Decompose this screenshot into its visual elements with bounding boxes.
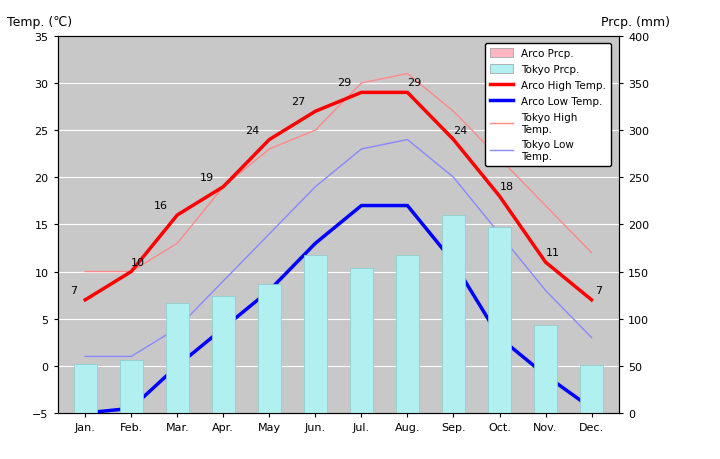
- Text: 29: 29: [338, 78, 352, 88]
- Bar: [258, 284, 281, 413]
- Text: Prcp. (mm): Prcp. (mm): [600, 16, 670, 29]
- Bar: [304, 255, 327, 413]
- Text: 27: 27: [292, 97, 306, 107]
- Text: 16: 16: [153, 201, 168, 211]
- Text: 7: 7: [71, 285, 78, 295]
- Text: 19: 19: [199, 173, 214, 182]
- Text: Temp. (℃): Temp. (℃): [7, 16, 72, 29]
- Bar: [580, 365, 603, 413]
- Text: 24: 24: [246, 125, 260, 135]
- Text: 29: 29: [408, 78, 421, 88]
- Bar: [120, 360, 143, 413]
- Legend: Arco Prcp., Tokyo Prcp., Arco High Temp., Arco Low Temp., Tokyo High
Temp., Toky: Arco Prcp., Tokyo Prcp., Arco High Temp.…: [485, 44, 611, 167]
- Text: 11: 11: [546, 248, 559, 257]
- Bar: [442, 215, 465, 413]
- Text: 7: 7: [595, 285, 602, 295]
- Bar: [488, 228, 511, 413]
- Text: 24: 24: [454, 125, 467, 135]
- Bar: [73, 364, 96, 413]
- Bar: [212, 297, 235, 413]
- Bar: [350, 268, 373, 413]
- Bar: [534, 325, 557, 413]
- Bar: [166, 303, 189, 413]
- Text: 10: 10: [131, 257, 145, 267]
- Text: 18: 18: [500, 182, 513, 192]
- Bar: [396, 255, 419, 413]
